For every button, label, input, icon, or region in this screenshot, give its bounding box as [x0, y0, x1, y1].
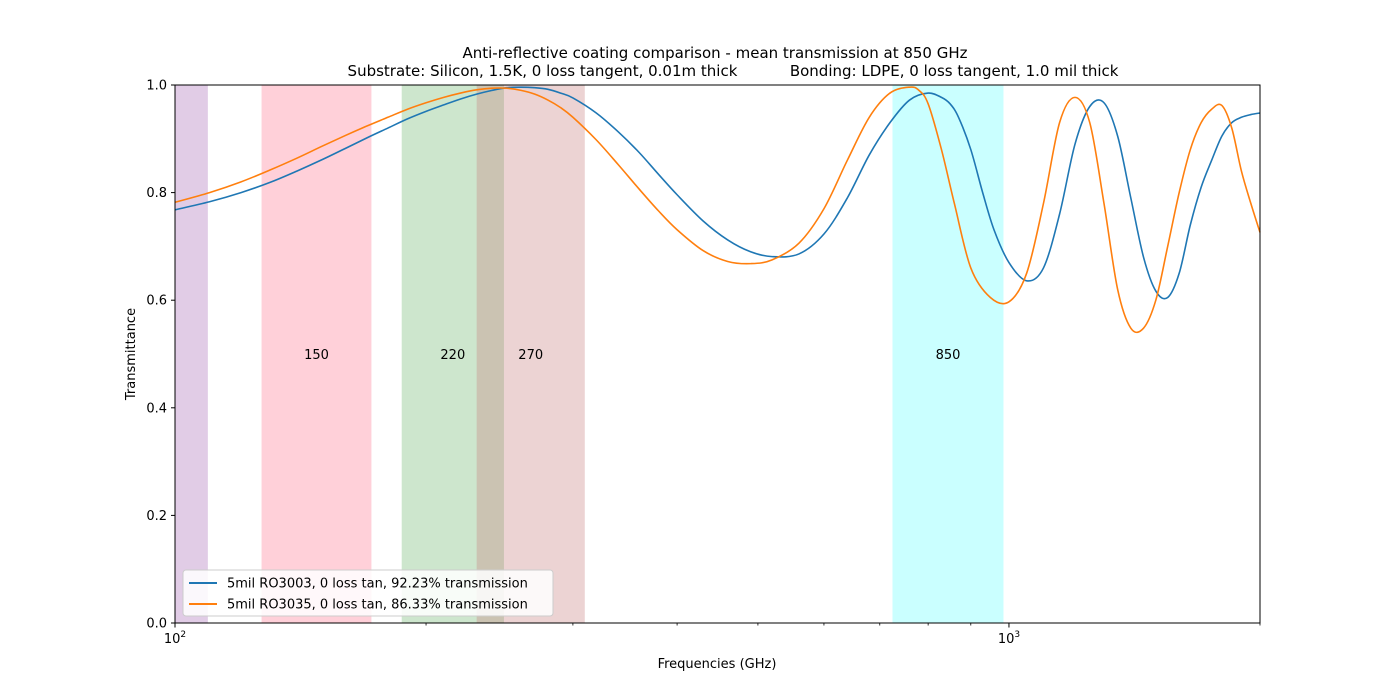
axis-ticks: 0.0 0.2 0.4 0.6 0.8 1.0 102 103 [146, 79, 1261, 647]
legend: 5mil RO3003, 0 loss tan, 92.23% transmis… [182, 569, 554, 617]
y-tick-label: 0.4 [146, 401, 167, 416]
y-tick-label: 0.6 [146, 294, 167, 309]
y-tick-label: 0.2 [146, 509, 167, 524]
chart-subtitle: Substrate: Silicon, 1.5K, 0 loss tangent… [348, 62, 1119, 80]
band-270 [476, 85, 585, 623]
series-lines [174, 86, 1261, 334]
chart-title: Anti-reflective coating comparison - mea… [462, 44, 967, 62]
band-labels: 150 220 270 850 [304, 348, 960, 363]
x-axis-label: Frequencies (GHz) [658, 657, 777, 672]
legend-entry: 5mil RO3035, 0 loss tan, 86.33% transmis… [227, 598, 528, 613]
frequency-bands [175, 85, 1004, 623]
x-tick-label: 102 [164, 630, 186, 647]
band-label: 270 [518, 348, 543, 363]
legend-box [182, 569, 554, 617]
x-tick-label: 103 [998, 630, 1020, 647]
y-axis-label: Transmittance [124, 308, 139, 401]
series-line-1 [174, 86, 1261, 300]
y-tick-label: 0.0 [146, 617, 167, 632]
plot-frame [174, 84, 1261, 624]
band-label: 150 [304, 348, 329, 363]
band-label: 850 [936, 348, 961, 363]
band-label: 220 [440, 348, 465, 363]
y-tick-label: 0.8 [146, 186, 167, 201]
y-tick-label: 1.0 [146, 79, 167, 94]
band-220 [401, 85, 504, 623]
band-edge-0 [175, 85, 208, 623]
series-line-2 [174, 86, 1261, 334]
legend-entry: 5mil RO3003, 0 loss tan, 92.23% transmis… [227, 577, 528, 592]
band-150 [261, 85, 372, 623]
